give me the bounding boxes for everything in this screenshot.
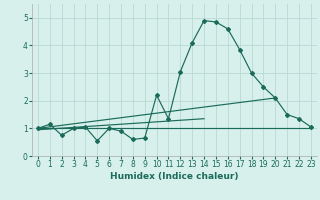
X-axis label: Humidex (Indice chaleur): Humidex (Indice chaleur) [110,172,239,181]
